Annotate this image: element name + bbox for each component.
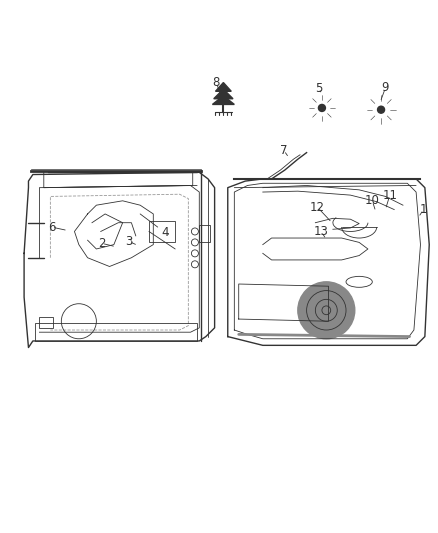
Bar <box>35 324 197 341</box>
Circle shape <box>318 104 325 111</box>
Text: 9: 9 <box>381 82 389 94</box>
Circle shape <box>298 282 355 339</box>
Text: 1: 1 <box>420 203 427 216</box>
Text: 8: 8 <box>213 76 220 89</box>
Circle shape <box>378 106 385 113</box>
Text: 11: 11 <box>382 189 397 201</box>
Polygon shape <box>214 89 233 99</box>
Text: 7: 7 <box>280 144 288 157</box>
Text: 12: 12 <box>310 201 325 214</box>
Text: 13: 13 <box>314 225 328 238</box>
Bar <box>39 317 53 328</box>
Bar <box>199 225 210 243</box>
Text: 3: 3 <box>126 235 133 248</box>
Bar <box>149 221 175 243</box>
Text: 5: 5 <box>315 82 322 95</box>
Polygon shape <box>212 96 234 104</box>
Polygon shape <box>215 83 231 91</box>
Text: 2: 2 <box>98 237 106 250</box>
Text: 10: 10 <box>365 195 380 207</box>
Text: 4: 4 <box>162 226 170 239</box>
Text: 6: 6 <box>48 221 56 233</box>
